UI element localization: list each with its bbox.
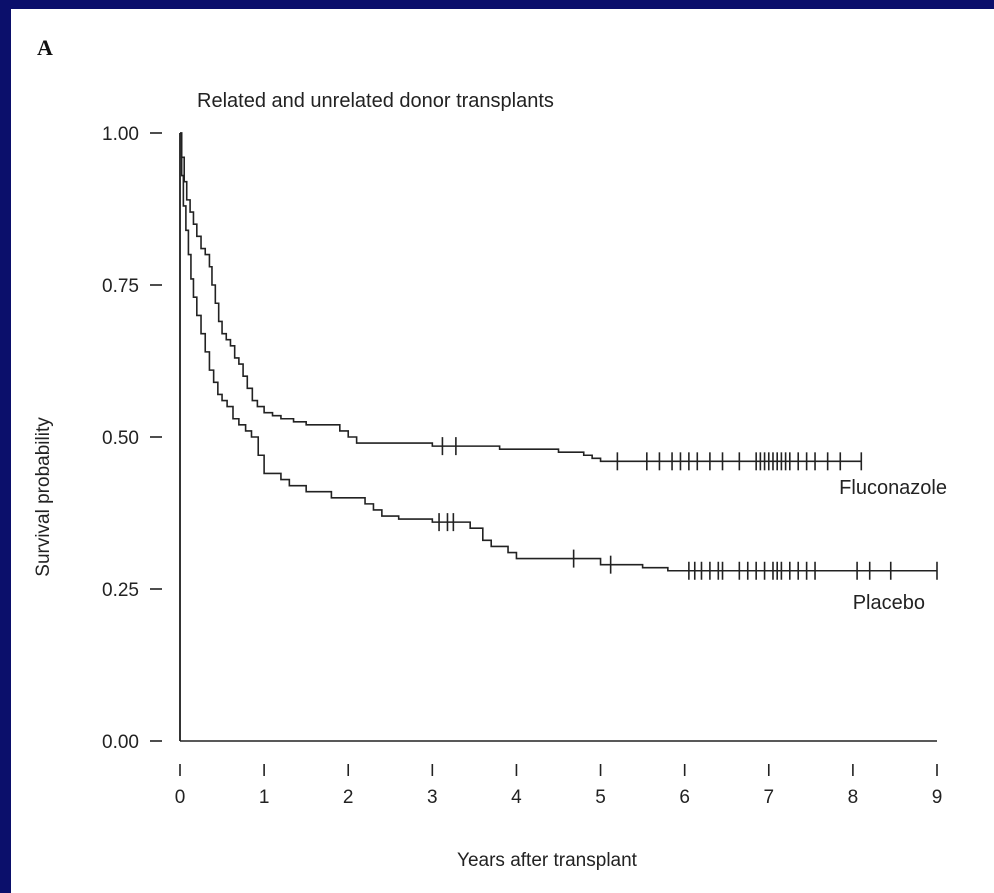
series-label-placebo: Placebo bbox=[853, 592, 925, 614]
x-tick-label: 9 bbox=[932, 787, 943, 808]
series-label-fluconazole: Fluconazole bbox=[839, 477, 947, 499]
panel-letter: A bbox=[37, 35, 53, 60]
x-axis-ticks: 0 1 2 3 4 5 6 7 8 9 bbox=[175, 764, 943, 808]
x-tick-label: 4 bbox=[511, 787, 522, 808]
x-axis-label: Years after transplant bbox=[457, 850, 638, 871]
figure-panel: A Related and unrelated donor transplant… bbox=[11, 9, 994, 893]
series-placebo bbox=[180, 132, 938, 580]
survival-curve-placebo bbox=[180, 132, 937, 572]
x-tick-label: 5 bbox=[595, 787, 606, 808]
survival-curve-fluconazole bbox=[180, 132, 862, 463]
y-tick-label: 0.00 bbox=[102, 732, 139, 753]
x-tick-label: 6 bbox=[679, 787, 690, 808]
x-tick-label: 3 bbox=[427, 787, 438, 808]
survival-chart: A Related and unrelated donor transplant… bbox=[33, 35, 947, 871]
y-tick-label: 1.00 bbox=[102, 124, 139, 145]
x-tick-label: 8 bbox=[848, 787, 859, 808]
y-axis-label: Survival probability bbox=[33, 417, 54, 577]
x-tick-label: 2 bbox=[343, 787, 354, 808]
x-tick-label: 0 bbox=[175, 787, 186, 808]
x-tick-label: 7 bbox=[763, 787, 774, 808]
x-tick-label: 1 bbox=[259, 787, 270, 808]
y-tick-label: 0.25 bbox=[102, 580, 139, 601]
y-tick-label: 0.75 bbox=[102, 276, 139, 297]
series-fluconazole bbox=[180, 132, 863, 471]
y-tick-label: 0.50 bbox=[102, 428, 139, 449]
chart-title: Related and unrelated donor transplants bbox=[197, 90, 554, 112]
series-layer bbox=[179, 132, 938, 741]
y-axis-ticks: 0.00 0.25 0.50 0.75 1.00 bbox=[102, 124, 162, 753]
